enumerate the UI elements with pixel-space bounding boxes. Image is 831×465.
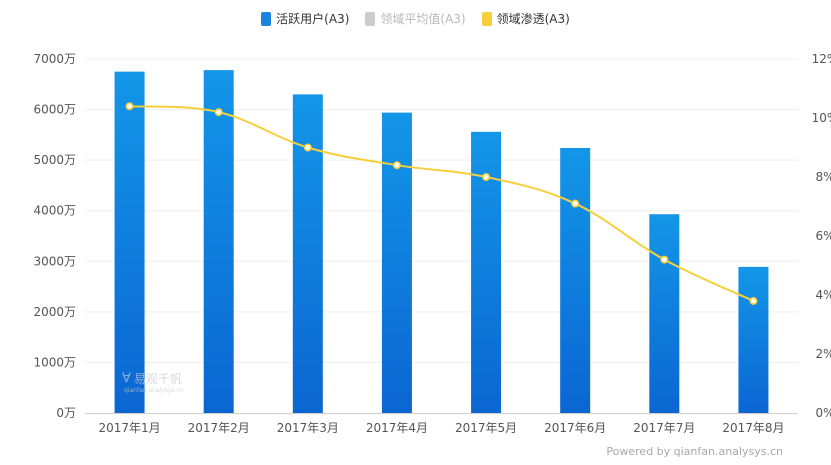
y-right-tick-label: 10%	[812, 111, 831, 125]
bar	[203, 70, 234, 413]
x-tick-label: 2017年2月	[188, 421, 250, 435]
x-tick-label: 2017年8月	[722, 421, 784, 435]
legend-label-domain-penetration: 领域渗透(A3)	[496, 12, 570, 26]
legend-label-active-users: 活跃用户(A3)	[276, 12, 350, 26]
series-line-domain-penetration	[129, 105, 754, 302]
line-point	[482, 173, 491, 182]
line-point	[303, 143, 312, 152]
legend-swatch-active-users	[261, 11, 272, 26]
x-tick-label: 2017年5月	[455, 421, 517, 435]
legend-item-domain-average[interactable]: 领域平均值(A3)	[365, 10, 466, 27]
x-tick-label: 2017年6月	[544, 421, 606, 435]
y-left-tick-label: 0万	[56, 406, 76, 420]
bar	[114, 71, 145, 414]
line-point	[571, 199, 580, 208]
y-left-tick-label: 3000万	[33, 254, 76, 268]
y-left-tick-label: 1000万	[33, 355, 76, 369]
line-point	[125, 102, 134, 111]
line-point	[660, 255, 669, 264]
powered-by-text[interactable]: Powered by qianfan.analysys.cn	[606, 445, 783, 458]
y-left-tick-label: 5000万	[33, 153, 76, 167]
x-tick-label: 2017年3月	[277, 421, 339, 435]
bar	[292, 94, 323, 414]
line-point	[214, 108, 223, 117]
bar	[381, 112, 412, 413]
bar	[738, 266, 769, 413]
x-tick-label: 2017年1月	[98, 421, 160, 435]
watermark-url: qianfan.analysys.cn	[124, 387, 184, 394]
y-left-tick-label: 2000万	[33, 305, 76, 319]
y-right-tick-label: 8%	[815, 170, 831, 184]
legend-item-domain-penetration[interactable]: 领域渗透(A3)	[481, 10, 570, 27]
y-right-tick-label: 6%	[815, 229, 831, 243]
line-point	[749, 296, 758, 305]
legend-swatch-domain-average	[365, 11, 376, 26]
legend-swatch-domain-penetration	[481, 11, 492, 26]
y-left-tick-label: 7000万	[33, 52, 76, 66]
y-right-tick-label: 4%	[815, 288, 831, 302]
chart-legend: 活跃用户(A3) 领域平均值(A3) 领域渗透(A3)	[0, 10, 831, 27]
y-left-tick-label: 4000万	[33, 204, 76, 218]
y-left-tick-label: 6000万	[33, 103, 76, 117]
legend-item-active-users[interactable]: 活跃用户(A3)	[261, 10, 349, 27]
watermark-logo-icon: ∀	[122, 371, 131, 386]
watermark-name: 易观千帆	[133, 372, 182, 386]
watermark: ∀ 易观千帆 qianfan.analysys.cn	[122, 370, 184, 394]
bar	[560, 148, 591, 413]
x-tick-label: 2017年4月	[366, 421, 428, 435]
legend-label-domain-average: 领域平均值(A3)	[380, 12, 466, 26]
y-right-tick-label: 12%	[812, 52, 831, 66]
line-point	[392, 161, 401, 170]
bar	[649, 214, 680, 413]
y-right-tick-label: 0%	[815, 406, 831, 420]
x-tick-label: 2017年7月	[633, 421, 695, 435]
y-right-tick-label: 2%	[815, 347, 831, 361]
